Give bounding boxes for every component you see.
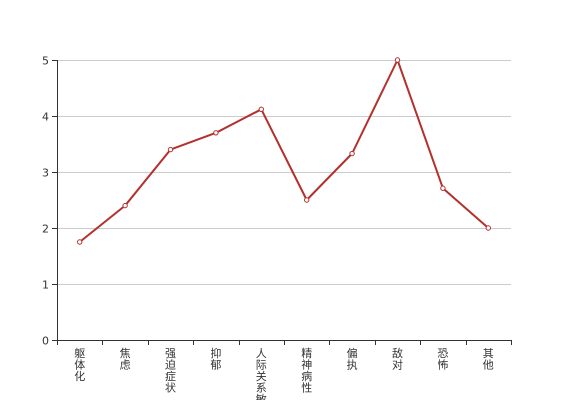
y-tick-label: 1 — [42, 279, 49, 292]
data-point — [213, 130, 219, 136]
data-point — [258, 106, 264, 112]
x-tick-label: 精神病性 — [301, 347, 312, 395]
x-tick-label: 焦虑 — [120, 347, 131, 372]
y-tick-label: 3 — [42, 167, 49, 180]
axis-layer: 0 1 2 3 4 5 躯体化 焦虑 强迫症状 抑郁 人际关系敏感 精神病性 偏执 敌对 恐怖 其他 — [42, 55, 512, 400]
data-point — [304, 197, 310, 203]
x-tick-label: 抑郁 — [210, 346, 221, 372]
x-tick-label: 敌对 — [392, 346, 403, 372]
y-tick-label: 5 — [42, 55, 49, 68]
data-point — [122, 202, 128, 209]
x-tick-label: 恐怖 — [437, 347, 448, 372]
data-point — [485, 225, 491, 231]
y-tick-label: 2 — [42, 223, 49, 236]
x-tick-label: 其他 — [483, 347, 494, 372]
x-tick-label: 人际关系敏感 — [256, 347, 267, 400]
y-tick-label: 0 — [42, 335, 49, 348]
y-tick-label: 4 — [42, 111, 49, 124]
data-point — [349, 150, 355, 157]
series-layer — [77, 57, 491, 245]
data-point — [77, 239, 83, 245]
data-point — [440, 185, 446, 191]
x-tick-label: 躯体化 — [74, 347, 85, 383]
x-tick-label: 强迫症状 — [165, 347, 176, 395]
series-line — [79, 59, 489, 243]
data-point — [167, 146, 174, 153]
data-point — [394, 57, 401, 63]
grid-layer — [57, 60, 511, 285]
x-tick-label: 偏执 — [347, 346, 358, 372]
